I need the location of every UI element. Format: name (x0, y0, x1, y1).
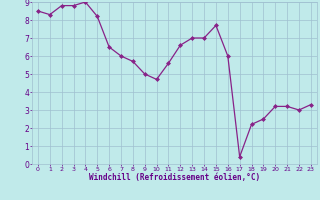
X-axis label: Windchill (Refroidissement éolien,°C): Windchill (Refroidissement éolien,°C) (89, 173, 260, 182)
